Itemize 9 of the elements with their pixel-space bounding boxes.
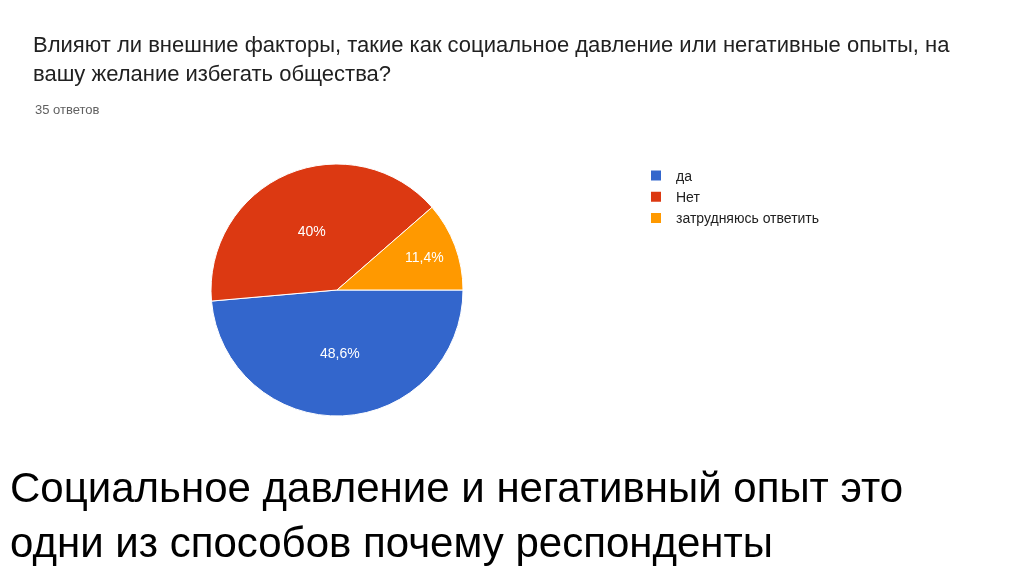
data-label: 48,6%	[319, 344, 360, 361]
legend-label: да	[676, 168, 693, 185]
legend-label: затрудняюсь ответить	[676, 210, 820, 227]
chart-title: Влияют ли внешние факторы, такие как социальное давление или негативные опыты, на вашу желание избегать общества?	[33, 32, 951, 86]
legend-label: Нет	[676, 189, 701, 206]
text: Социальное давление и негативный опыт это одни из способов почему респонденты	[10, 464, 904, 566]
data-label: 11,4%	[405, 249, 444, 266]
text: 35 ответов	[35, 102, 100, 117]
data-label: 40%	[297, 222, 326, 239]
